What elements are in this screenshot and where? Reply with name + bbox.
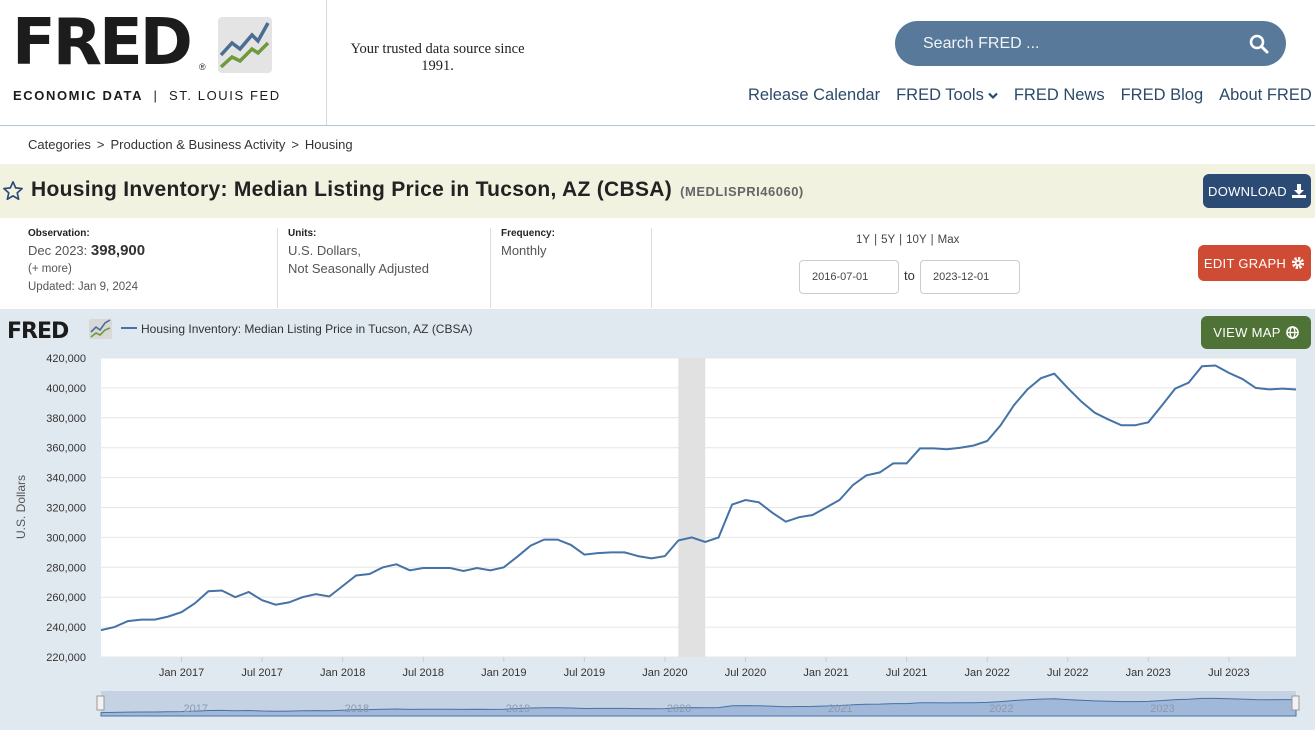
y-tick-label: 240,000 bbox=[46, 622, 86, 634]
nav-fred-blog[interactable]: FRED Blog bbox=[1120, 86, 1204, 104]
navigator-label: 2021 bbox=[828, 703, 852, 715]
y-tick-label: 380,000 bbox=[46, 413, 86, 425]
chevron-down-icon bbox=[988, 92, 998, 99]
range-1y[interactable]: 1Y bbox=[856, 234, 871, 246]
view-map-button[interactable]: VIEW MAP bbox=[1201, 316, 1311, 349]
breadcrumb-housing[interactable]: Housing bbox=[304, 137, 353, 152]
series-id: (MEDLISPRI46060) bbox=[680, 184, 804, 199]
start-date-input[interactable] bbox=[799, 260, 899, 294]
y-tick-label: 220,000 bbox=[46, 652, 86, 664]
y-axis-label: U.S. Dollars bbox=[14, 475, 28, 539]
x-tick-label: Jan 2019 bbox=[481, 667, 526, 679]
page-title: Housing Inventory: Median Listing Price … bbox=[31, 178, 804, 201]
gear-icon bbox=[1292, 256, 1305, 270]
x-tick-label: Jan 2017 bbox=[159, 667, 204, 679]
chart-fred-logo: FRED bbox=[7, 319, 112, 344]
navigator-label: 2022 bbox=[989, 703, 1013, 715]
x-tick-label: Jul 2017 bbox=[241, 667, 283, 679]
divider bbox=[490, 228, 491, 308]
star-icon[interactable] bbox=[2, 180, 24, 202]
range-5y[interactable]: 5Y bbox=[881, 234, 896, 246]
navigator-right-handle[interactable] bbox=[1291, 695, 1300, 711]
units-block: Units: U.S. Dollars, Not Seasonally Adju… bbox=[288, 228, 429, 276]
nav-release-calendar[interactable]: Release Calendar bbox=[748, 86, 881, 104]
range-selector: 1Y | 5Y | 10Y | Max bbox=[856, 234, 960, 246]
site-header: FRED ® ECONOMIC DATA | ST. LOUIS FED You… bbox=[0, 0, 1315, 126]
navigator-label: 2023 bbox=[1150, 703, 1174, 715]
x-tick-label: Jan 2022 bbox=[965, 667, 1010, 679]
divider bbox=[277, 228, 278, 308]
y-tick-label: 280,000 bbox=[46, 562, 86, 574]
navigator-label: 2018 bbox=[345, 703, 369, 715]
y-tick-label: 260,000 bbox=[46, 592, 86, 604]
updated-date: Updated: Jan 9, 2024 bbox=[28, 281, 138, 293]
logo-subtitle: ECONOMIC DATA | ST. LOUIS FED bbox=[13, 88, 281, 103]
y-tick-label: 400,000 bbox=[46, 383, 86, 395]
download-button[interactable]: DOWNLOAD bbox=[1203, 174, 1311, 208]
fred-logo[interactable]: FRED ® ECONOMIC DATA | ST. LOUIS FED bbox=[0, 0, 327, 125]
y-tick-label: 360,000 bbox=[46, 443, 86, 455]
to-label: to bbox=[904, 268, 915, 283]
x-tick-label: Jul 2023 bbox=[1208, 667, 1250, 679]
x-tick-label: Jan 2020 bbox=[642, 667, 687, 679]
end-date-input[interactable] bbox=[920, 260, 1020, 294]
breadcrumb: Categories > Production & Business Activit… bbox=[28, 137, 353, 152]
download-icon bbox=[1291, 184, 1306, 198]
navigator-left-handle[interactable] bbox=[96, 695, 105, 711]
observation-block: Observation: Dec 2023: 398,900 (+ more) … bbox=[28, 228, 145, 296]
edit-graph-button[interactable]: EDIT GRAPH bbox=[1198, 245, 1311, 281]
y-tick-label: 320,000 bbox=[46, 503, 86, 515]
y-tick-label: 300,000 bbox=[46, 532, 86, 544]
navigator-label: 2020 bbox=[667, 703, 691, 715]
recession-band bbox=[678, 358, 706, 657]
x-tick-label: Jul 2022 bbox=[1047, 667, 1089, 679]
series-line bbox=[100, 364, 1297, 632]
breadcrumb-categories[interactable]: Categories bbox=[28, 137, 91, 152]
x-tick-label: Jul 2020 bbox=[725, 667, 767, 679]
navigator[interactable]: 2017 2018 2019 2020 2021 2022 2023 bbox=[96, 691, 1300, 717]
search-box[interactable] bbox=[895, 21, 1286, 66]
y-tick-label: 420,000 bbox=[46, 353, 86, 365]
legend-label: Housing Inventory: Median Listing Price … bbox=[141, 322, 472, 336]
svg-text:FRED: FRED bbox=[7, 319, 69, 344]
registered-mark: ® bbox=[199, 62, 206, 72]
divider bbox=[651, 228, 652, 308]
logo-wordmark: FRED bbox=[12, 6, 193, 80]
chart-area: FRED Housing Inventory: Median Listing P… bbox=[0, 309, 1315, 730]
x-tick-label: Jan 2018 bbox=[320, 667, 365, 679]
navigator-label: 2019 bbox=[506, 703, 530, 715]
search-icon[interactable] bbox=[1249, 34, 1269, 54]
range-10y[interactable]: 10Y bbox=[906, 234, 927, 246]
navigator-series bbox=[100, 697, 1297, 717]
logo-chart-icon bbox=[218, 17, 272, 73]
nav-fred-news[interactable]: FRED News bbox=[1013, 86, 1105, 104]
x-tick-label: Jan 2023 bbox=[1126, 667, 1171, 679]
x-tick-label: Jul 2018 bbox=[402, 667, 444, 679]
series-title-bar bbox=[0, 164, 1315, 218]
y-tick-label: 340,000 bbox=[46, 473, 86, 485]
main-nav: Release Calendar FRED Tools FRED News FR… bbox=[748, 86, 1315, 105]
breadcrumb-production[interactable]: Production & Business Activity bbox=[110, 137, 286, 152]
navigator-label: 2017 bbox=[184, 703, 208, 715]
observation-value: 398,900 bbox=[90, 242, 146, 259]
x-tick-label: Jan 2021 bbox=[803, 667, 848, 679]
nav-fred-tools[interactable]: FRED Tools bbox=[896, 86, 998, 105]
search-input[interactable] bbox=[923, 21, 1223, 66]
tagline: Your trusted data source since 1991. bbox=[350, 41, 525, 74]
frequency-block: Frequency: Monthly bbox=[501, 228, 555, 258]
globe-icon bbox=[1285, 326, 1299, 339]
more-link[interactable]: (+ more) bbox=[28, 263, 72, 275]
range-max[interactable]: Max bbox=[937, 234, 960, 246]
nav-about-fred[interactable]: About FRED bbox=[1219, 86, 1312, 104]
x-tick-label: Jul 2019 bbox=[564, 667, 606, 679]
x-tick-label: Jul 2021 bbox=[886, 667, 928, 679]
line-chart[interactable]: FRED Housing Inventory: Median Listing P… bbox=[0, 309, 1315, 730]
